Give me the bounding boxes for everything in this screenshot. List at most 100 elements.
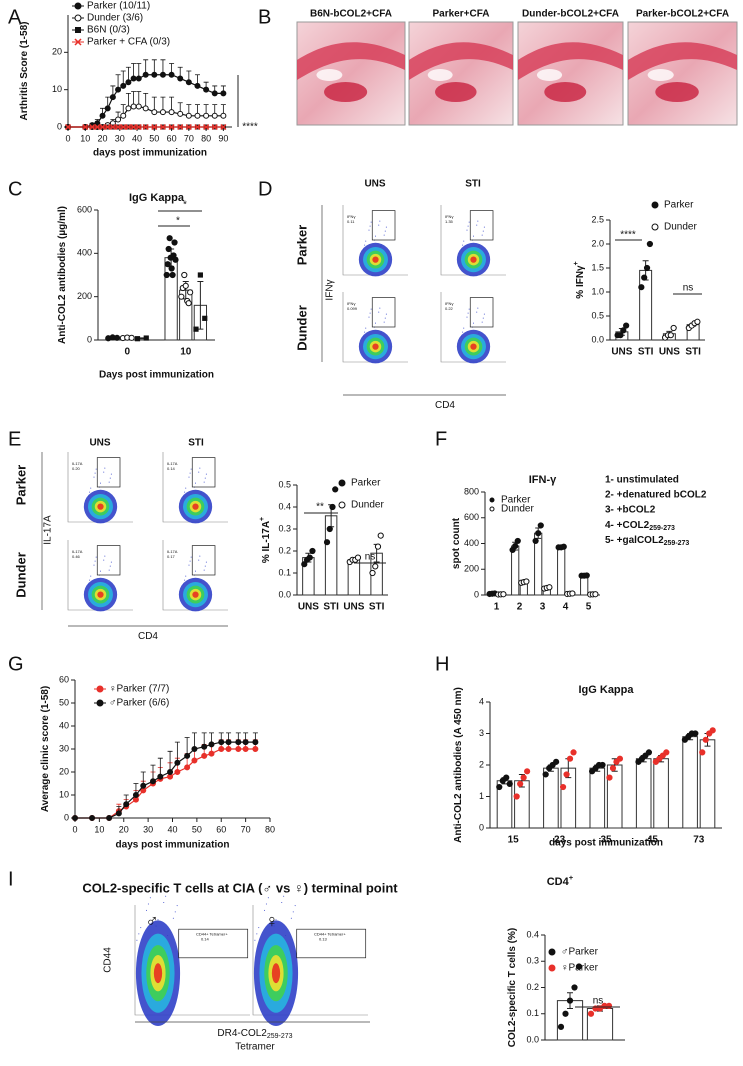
data-point [174,759,181,766]
event [476,224,478,226]
data-point [125,123,132,131]
data-point [89,123,96,131]
event [383,234,385,236]
flow-title: COL2-specific T cells at CIA (♂ vs ♀) te… [82,880,398,895]
data-point [638,284,645,291]
event [363,248,365,250]
data-point [605,1002,613,1009]
y-tick-label: 0.1 [526,1008,539,1018]
data-point [106,815,113,821]
note: 1- unstimulated [605,475,679,486]
data-point [191,746,198,752]
x-tick-label: 40 [167,824,177,834]
column-label: STI [465,179,481,190]
space [316,69,343,81]
image-label: Dunder-bCOL2+CFA [522,9,619,20]
y-tick-label: 400 [77,248,92,258]
panel-letter: E [8,428,21,450]
data-point [553,758,560,765]
event [481,234,483,236]
event [203,569,205,571]
data-point [517,780,524,788]
event [375,235,376,237]
data-point [546,584,553,591]
data-point [165,245,172,253]
data-point [172,256,179,263]
event [190,556,192,558]
legend-label: ♂Parker [561,947,599,958]
y-tick-label: 0.2 [278,545,291,555]
data-point [171,239,178,246]
event [461,335,463,337]
data-point [694,318,701,325]
event [369,312,371,314]
x-tick-label: 23 [554,835,566,846]
x-tick-label: 40 [132,133,142,143]
flow-x-label: CD4 [138,631,158,642]
data-point [225,739,232,746]
data-point [74,14,82,22]
y-axis-label: Arthritis Score (1-58) [19,22,30,121]
histology-image [296,21,406,126]
text-part: IgG Kappa [129,192,185,204]
bar [682,736,698,829]
event [198,471,200,473]
event [183,583,185,585]
y-axis-label: COL2-specific T cells (%) [507,928,518,1047]
flow-x-label: CD4 [435,400,455,411]
y-tick-label: 10 [52,84,62,94]
event [370,221,372,223]
text-part: Anti-COL2 antibodies (A 450 nm) [453,687,464,843]
data-point [301,561,308,568]
event [380,245,382,247]
legend-label: Parker [664,200,694,211]
data-point [354,554,362,561]
y-tick-label: 0 [64,812,69,822]
event [184,491,186,493]
chart-title: IFN-γ [529,474,557,486]
histology-image [627,21,738,126]
data-point [220,123,227,131]
data-point [203,112,210,119]
series-line [75,748,256,819]
text-part: DR4-COL2 [217,1028,267,1039]
gate [371,297,396,328]
event [369,225,371,227]
data-point [514,537,521,545]
event [473,322,474,324]
y-tick-label: 200 [77,291,92,301]
event [203,481,205,483]
data-point [575,963,583,970]
event [461,248,463,250]
bone [324,82,368,102]
y-tick-label: 0.3 [526,956,539,966]
data-point [96,685,104,693]
event [100,482,101,484]
event [94,472,96,474]
bone [435,82,477,102]
data-point [211,90,218,97]
gate-label: IL17A [167,461,178,466]
data-point [583,572,590,579]
plot-frame [440,205,506,276]
x-tick-label: 2 [517,602,523,613]
significance-label: **** [620,230,636,241]
event [468,308,470,310]
event [189,472,191,474]
y-axis-label: Anti-COL2 antibodies (A 450 nm) [453,687,464,843]
tissue [409,42,513,80]
x-tick-label: 5 [586,602,592,613]
data-point [489,506,495,512]
data-point [169,271,176,279]
data-point [651,201,659,209]
event [281,901,283,903]
data-point [159,109,166,116]
gate-label: IFNγ [445,301,453,306]
data-point [559,783,567,791]
text-part: 5- +galCOL2 [605,535,664,546]
data-point [496,783,503,791]
data-point [157,773,164,780]
event [482,317,484,319]
event [364,244,366,246]
data-point [252,746,259,752]
